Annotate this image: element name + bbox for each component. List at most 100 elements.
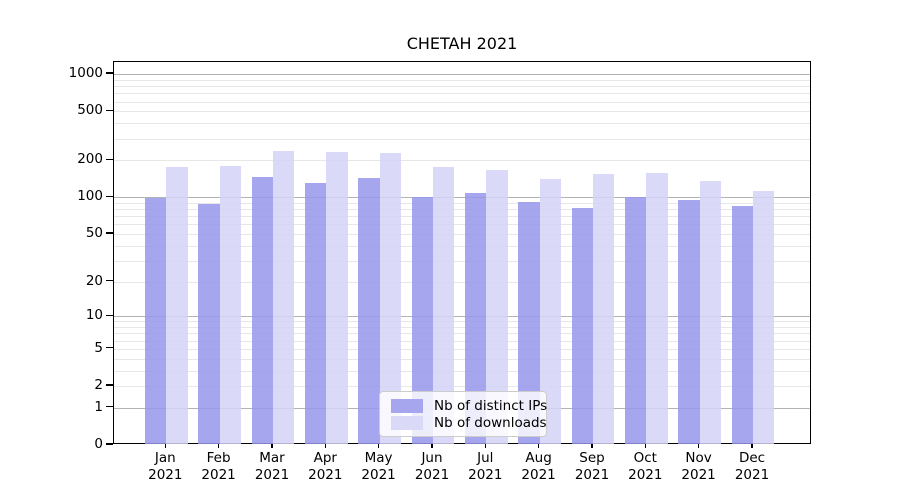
bar-distinct-ips-sep — [571, 207, 593, 444]
y-tick-mark — [106, 384, 113, 386]
y-tick-label: 20 — [85, 272, 103, 289]
major-gridline — [114, 197, 810, 199]
x-tick-label: Jul 2021 — [468, 450, 503, 483]
y-tick-mark — [106, 158, 113, 160]
bar-distinct-ips-jul — [465, 192, 487, 444]
major-gridline — [114, 74, 810, 76]
bar-distinct-ips-nov — [678, 200, 700, 444]
bar-downloads-aug — [539, 179, 561, 444]
x-tick-label: Feb 2021 — [201, 450, 236, 483]
x-tick-mark — [751, 444, 753, 448]
y-tick-label: 5 — [94, 339, 103, 356]
legend-label-downloads: Nb of downloads — [434, 415, 547, 431]
x-tick-mark — [217, 444, 220, 448]
y-tick-mark — [106, 347, 113, 349]
bar-distinct-ips-apr — [305, 182, 327, 444]
y-tick-label: 0 — [94, 436, 103, 452]
y-tick-mark — [106, 406, 113, 408]
y-tick-mark — [106, 232, 113, 234]
bar-distinct-ips-jun — [411, 196, 433, 444]
bar-downloads-sep — [593, 173, 615, 444]
x-tick-mark — [271, 444, 273, 448]
minor-gridline — [114, 333, 810, 335]
x-tick-mark — [591, 444, 593, 448]
minor-gridline — [114, 216, 810, 218]
x-tick-label: Sep 2021 — [574, 450, 610, 483]
bar-downloads-nov — [699, 181, 721, 444]
x-tick-mark — [537, 444, 540, 448]
bar-distinct-ips-jan — [145, 198, 167, 444]
minor-gridline — [114, 358, 810, 360]
x-tick-mark — [164, 444, 166, 448]
bar-distinct-ips-dec — [731, 205, 753, 444]
minor-gridline — [114, 160, 810, 162]
bar-downloads-feb — [219, 166, 241, 444]
bar-downloads-may — [379, 152, 401, 444]
x-tick-label: Apr 2021 — [308, 450, 343, 483]
y-tick-mark — [106, 279, 113, 282]
minor-gridline — [114, 340, 810, 342]
minor-gridline — [114, 123, 810, 125]
plot-area — [113, 61, 811, 444]
bar-downloads-jul — [486, 169, 508, 444]
y-tick-mark — [106, 314, 113, 316]
y-tick-label: 2 — [94, 377, 103, 393]
y-tick-label: 10 — [85, 307, 103, 324]
chart-title: CHETAH 2021 — [406, 34, 518, 53]
y-tick-label: 50 — [85, 224, 103, 241]
legend-row-downloads: Nb of downloads — [391, 415, 547, 431]
minor-gridline — [114, 224, 810, 226]
minor-gridline — [114, 281, 810, 283]
bar-distinct-ips-oct — [625, 197, 647, 444]
x-tick-mark — [431, 444, 433, 448]
bar-downloads-apr — [326, 152, 348, 444]
y-tick-mark — [106, 195, 113, 197]
x-tick-label: Jun 2021 — [414, 450, 450, 483]
bar-downloads-jun — [433, 166, 455, 444]
x-tick-label: Dec 2021 — [734, 450, 770, 483]
legend-swatch-downloads — [391, 416, 423, 430]
minor-gridline — [114, 260, 810, 262]
minor-gridline — [114, 233, 810, 235]
x-tick-label: Nov 2021 — [681, 450, 716, 483]
y-tick-label: 1 — [94, 398, 103, 415]
bar-downloads-oct — [646, 172, 668, 444]
x-tick-mark — [644, 444, 646, 448]
x-tick-mark — [324, 444, 326, 448]
minor-gridline — [114, 202, 810, 204]
y-tick-label: 500 — [77, 102, 103, 119]
minor-gridline — [114, 327, 810, 329]
y-tick-mark — [106, 443, 113, 445]
x-tick-label: Aug 2021 — [521, 450, 556, 483]
y-tick-mark — [106, 72, 113, 74]
minor-gridline — [114, 245, 810, 247]
bar-downloads-mar — [273, 150, 295, 444]
minor-gridline — [114, 93, 810, 95]
y-tick-mark — [106, 109, 113, 111]
y-tick-label: 200 — [77, 151, 103, 168]
x-tick-mark — [377, 444, 380, 448]
bar-distinct-ips-aug — [518, 201, 540, 444]
y-tick-label: 1000 — [68, 65, 103, 82]
bar-distinct-ips-mar — [251, 177, 273, 444]
x-tick-label: May 2021 — [361, 450, 396, 483]
bar-downloads-jan — [166, 167, 188, 444]
minor-gridline — [114, 321, 810, 323]
major-gridline — [114, 316, 810, 318]
minor-gridline — [114, 209, 810, 211]
minor-gridline — [114, 138, 810, 140]
bar-distinct-ips-may — [358, 177, 380, 444]
minor-gridline — [114, 348, 810, 350]
legend-row-distinct-ips: Nb of distinct IPs — [391, 398, 547, 414]
minor-gridline — [114, 370, 810, 372]
minor-gridline — [114, 386, 810, 387]
minor-gridline — [114, 86, 810, 88]
legend-swatch-distinct-ips — [391, 399, 423, 413]
x-tick-label: Jan 2021 — [148, 450, 183, 483]
legend: Nb of distinct IPs Nb of downloads — [379, 391, 547, 437]
x-tick-label: Mar 2021 — [254, 450, 290, 483]
x-tick-label: Oct 2021 — [628, 450, 663, 483]
y-tick-label: 100 — [77, 188, 103, 205]
bar-distinct-ips-feb — [198, 203, 220, 444]
